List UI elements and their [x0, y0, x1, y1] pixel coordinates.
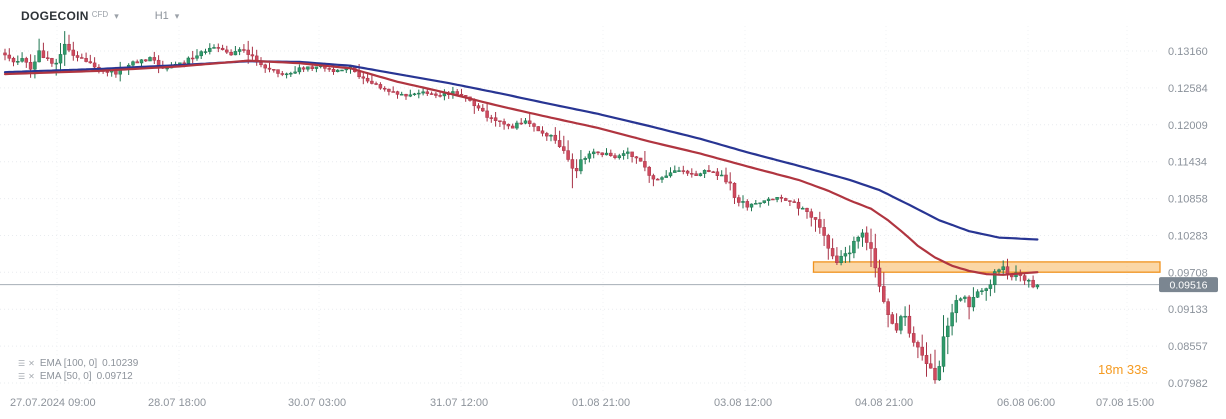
supply-zone-rectangle[interactable] [812, 261, 1161, 273]
price-axis-label: 0.08557 [1168, 341, 1208, 353]
indicator-value: 0.10239 [102, 358, 139, 369]
time-axis-label: 28.07 18:00 [148, 397, 207, 409]
time-axis[interactable]: 27.07.2024 09:00 28.07 18:00 30.07 03:00 31… [0, 397, 1160, 414]
time-axis-label: 07.08 15:00 [1096, 397, 1155, 409]
current-price-badge: 0.09516 [1159, 277, 1218, 293]
indicator-settings-icon[interactable]: ☰ [18, 359, 26, 368]
price-axis-label: 0.10283 [1168, 231, 1208, 243]
price-axis-label: 0.07982 [1168, 378, 1208, 390]
indicator-row: ☰ ✕ EMA [100, 0] 0.10239 [18, 357, 138, 370]
ema-100-line[interactable] [3, 60, 1039, 241]
indicator-row: ☰ ✕ EMA [50, 0] 0.09712 [18, 370, 138, 383]
timeframe-dropdown-caret-icon[interactable]: ▾ [174, 10, 180, 21]
time-axis-label: 01.08 21:00 [572, 397, 631, 409]
price-axis-label: 0.13160 [1168, 46, 1208, 58]
instrument-type-label: CFD [91, 9, 109, 19]
indicator-value: 0.09712 [96, 371, 133, 382]
price-axis-label: 0.12584 [1168, 83, 1208, 95]
indicator-settings-icon[interactable]: ☰ [18, 372, 26, 381]
indicator-label: EMA [100, 0] [39, 358, 98, 369]
indicator-remove-icon[interactable]: ✕ [28, 372, 35, 381]
time-axis-label: 04.08 21:00 [855, 397, 914, 409]
price-axis-label: 0.10858 [1168, 194, 1208, 206]
time-axis-label: 03.08 12:00 [714, 397, 773, 409]
time-axis-label: 06.08 06:00 [997, 397, 1056, 409]
symbol-dropdown-caret-icon[interactable]: ▾ [114, 10, 119, 21]
vertical-gridlines [56, 26, 1128, 392]
time-axis-label: 30.07 03:00 [288, 397, 347, 409]
price-axis-label: 0.11434 [1168, 157, 1207, 169]
indicator-legend: ☰ ✕ EMA [100, 0] 0.10239 ☰ ✕ EMA [50, 0] 0.0971… [18, 357, 138, 383]
price-axis[interactable]: 0.13160 0.12584 0.12009 0.11434 0.10858 0.102… [1168, 46, 1208, 390]
chart-header: DOGECOIN CFD ▾ H1 ▾ [21, 9, 179, 23]
price-axis-label: 0.12009 [1168, 120, 1208, 132]
indicator-remove-icon[interactable]: ✕ [28, 359, 35, 368]
symbol-name[interactable]: DOGECOIN [21, 9, 89, 23]
candlestick-series[interactable] [3, 31, 1040, 384]
candle-countdown: 18m 33s [1098, 362, 1148, 377]
svg-text:0.09516: 0.09516 [1170, 279, 1208, 291]
timeframe-selector[interactable]: H1 [154, 10, 169, 22]
price-axis-label: 0.09708 [1168, 267, 1208, 279]
time-axis-label: 27.07.2024 09:00 [10, 397, 96, 409]
price-axis-label: 0.09133 [1168, 304, 1208, 316]
indicator-label: EMA [50, 0] [39, 371, 92, 382]
ema-50-line[interactable] [3, 59, 1039, 276]
time-axis-label: 31.07 12:00 [430, 397, 489, 409]
horizontal-gridlines [0, 50, 1160, 384]
